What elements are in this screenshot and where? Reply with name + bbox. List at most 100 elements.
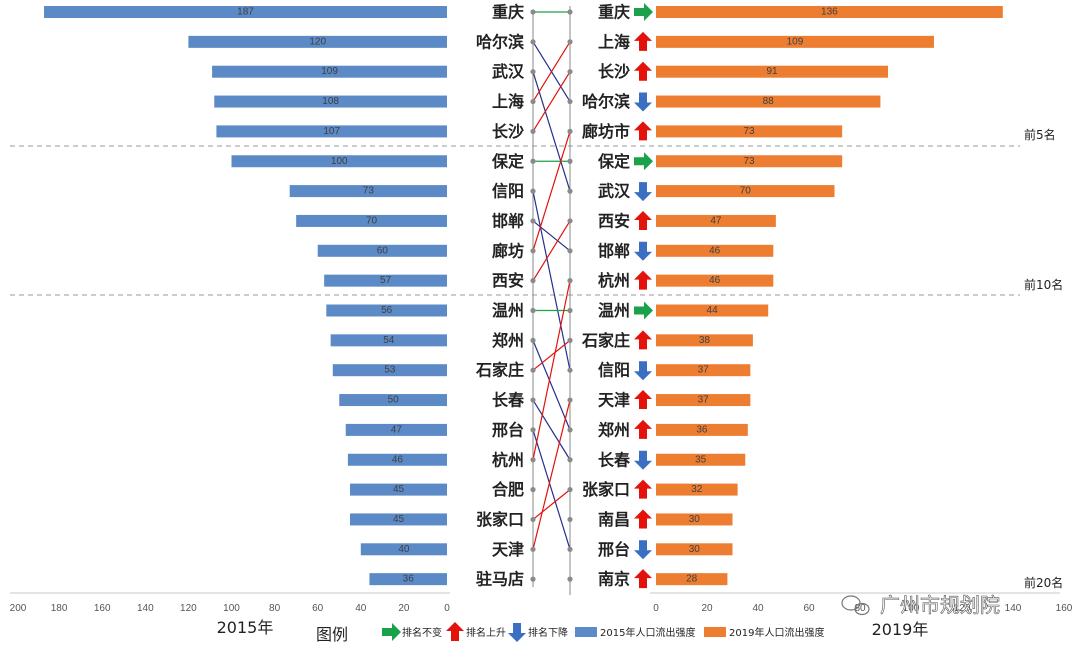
rank-dot: [567, 397, 573, 403]
city-2019: 武汉: [598, 182, 631, 201]
rank-connector: [532, 71, 571, 192]
bar-2015: [289, 185, 447, 198]
rank-connector: [532, 220, 571, 252]
x-tick-2019: 0: [653, 603, 659, 614]
bar-2019: [656, 95, 881, 108]
city-2019: 邢台: [597, 540, 630, 559]
bar-2019: [656, 394, 751, 407]
bar-2019: [656, 155, 843, 168]
bar-2015: [347, 453, 447, 466]
x-tick-2015: 100: [223, 603, 240, 614]
x-tick-2019: 60: [803, 603, 815, 614]
city-2015: 郑州: [492, 331, 524, 350]
rank-down-arrow-icon: [634, 450, 652, 470]
bar-2015: [345, 423, 447, 436]
city-2019: 重庆: [598, 3, 630, 22]
bar-2019: [656, 364, 751, 377]
rank-down-arrow-icon: [634, 92, 652, 112]
rank-dot: [567, 487, 573, 493]
bar-2015-value: 36: [403, 574, 415, 585]
x-tick-2015: 20: [398, 603, 410, 614]
bar-2015: [214, 95, 447, 108]
city-2015: 重庆: [492, 3, 524, 22]
x-tick-2015: 60: [312, 603, 324, 614]
bar-2015-value: 45: [393, 514, 405, 525]
bar-2015: [188, 35, 447, 48]
rank-dot: [567, 367, 573, 373]
rank-dot: [567, 457, 573, 463]
rank-dot: [567, 158, 573, 164]
rank-same-arrow-icon: [634, 3, 653, 21]
legend-label: 2015年人口流出强度: [600, 626, 695, 639]
bar-2015: [332, 364, 447, 377]
bar-2015: [360, 543, 447, 556]
city-2015: 邢台: [491, 420, 524, 439]
x-tick-2015: 200: [10, 603, 27, 614]
rank-dot: [530, 278, 536, 284]
bar-2019-value: 46: [709, 275, 721, 286]
rank-dot: [530, 457, 536, 463]
bar-2015-value: 46: [392, 454, 404, 465]
rank-dot: [530, 307, 536, 314]
bar-2019: [656, 334, 753, 347]
city-2019: 长春: [598, 450, 631, 469]
bar-2019-value: 73: [744, 126, 756, 137]
bar-2019: [656, 543, 733, 556]
city-2019: 上海: [598, 32, 630, 51]
city-2019: 邯郸: [598, 241, 630, 260]
bar-2019: [656, 125, 843, 138]
bar-2015: [317, 244, 447, 257]
rank-up-arrow-icon: [634, 479, 652, 499]
legend-label: 排名下降: [528, 626, 568, 639]
bar-2015: [330, 334, 447, 347]
city-2019: 西安: [598, 211, 630, 230]
year-2015-label: 2015年: [217, 618, 274, 637]
bar-2015-value: 45: [393, 484, 405, 495]
bar-2019: [656, 6, 1003, 18]
rank-connector: [532, 41, 571, 102]
bar-2015-value: 57: [380, 275, 392, 286]
bar-2019-value: 47: [710, 215, 722, 226]
cutoff-label: 前20名: [1024, 575, 1063, 590]
rank-down-arrow-icon: [634, 540, 652, 560]
city-2019: 保定: [597, 152, 630, 171]
bar-2015: [326, 304, 447, 317]
rank-dot: [530, 487, 536, 493]
legend-rank-up-arrow-icon: [446, 622, 464, 641]
city-2019: 天津: [598, 391, 630, 410]
bar-2019: [656, 214, 776, 227]
bar-2019: [656, 423, 748, 436]
bar-2019: [656, 35, 934, 48]
rank-dot: [530, 427, 536, 433]
rank-up-arrow-icon: [634, 569, 652, 589]
rank-up-arrow-icon: [634, 121, 652, 141]
city-2019: 南昌: [598, 510, 630, 529]
rank-up-arrow-icon: [634, 31, 652, 51]
rank-dot: [530, 576, 536, 582]
bar-2019-value: 37: [698, 395, 710, 406]
bar-2015-value: 56: [381, 305, 393, 316]
rank-connector: [532, 399, 571, 550]
legend-rank-same-arrow-icon: [382, 623, 401, 641]
city-2019: 长沙: [598, 62, 630, 81]
legend-label: 排名上升: [466, 626, 506, 639]
bar-2019-value: 70: [740, 186, 752, 197]
bar-2019: [656, 573, 728, 586]
rank-up-arrow-icon: [634, 419, 652, 439]
rank-up-arrow-icon: [634, 509, 652, 529]
rank-dot: [567, 218, 573, 224]
bar-2019-value: 73: [744, 156, 756, 167]
rank-dot: [530, 9, 536, 15]
bar-2015: [231, 155, 447, 168]
bar-2019: [656, 453, 746, 466]
bar-2019: [656, 483, 738, 496]
bar-2015-value: 40: [398, 544, 410, 555]
rank-connector: [532, 131, 571, 251]
rank-dot: [567, 98, 573, 105]
city-2015: 上海: [492, 92, 524, 111]
rank-dot: [567, 9, 573, 15]
rank-up-arrow-icon: [634, 390, 652, 410]
city-2015: 哈尔滨: [476, 32, 524, 51]
rank-connector: [532, 339, 571, 371]
city-2015: 信阳: [492, 182, 524, 201]
